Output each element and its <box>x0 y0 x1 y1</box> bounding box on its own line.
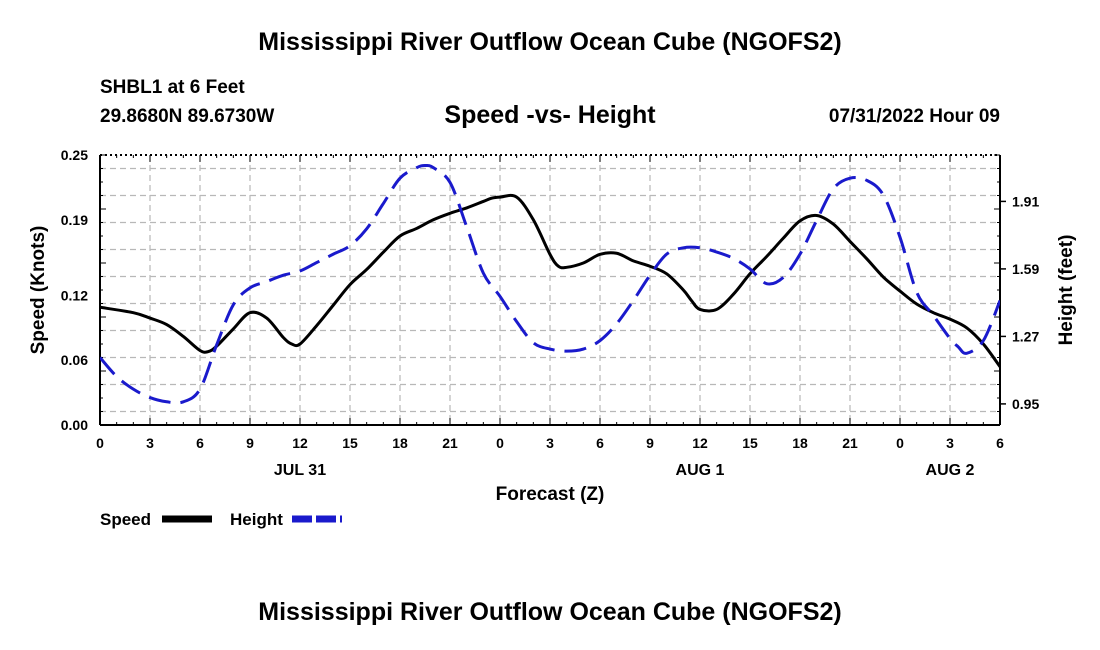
x-tick-label: 0 <box>896 435 904 451</box>
x-day-label: JUL 31 <box>274 462 326 479</box>
series-line-height <box>100 163 1000 405</box>
y2-tick-label: 1.27 <box>1012 328 1039 344</box>
series-line-speed <box>100 193 1000 368</box>
x-day-label: AUG 2 <box>926 462 975 479</box>
chart-subtitle: Speed -vs- Height <box>444 101 656 129</box>
x-tick-label: 3 <box>546 435 554 451</box>
y-tick-label: 0.19 <box>61 212 88 228</box>
x-tick-label: 9 <box>246 435 254 451</box>
x-tick-label: 15 <box>342 435 358 451</box>
x-tick-label: 9 <box>646 435 654 451</box>
x-tick-label: 3 <box>146 435 154 451</box>
x-tick-label: 6 <box>596 435 604 451</box>
y-tick-label: 0.06 <box>61 352 88 368</box>
y-tick-label: 0.25 <box>61 147 88 163</box>
y2-tick-label: 1.91 <box>1012 193 1039 209</box>
y-tick-label: 0.12 <box>61 287 88 303</box>
x-tick-label: 12 <box>692 435 708 451</box>
x-tick-label: 0 <box>496 435 504 451</box>
forecast-datetime: 07/31/2022 Hour 09 <box>828 106 1000 127</box>
legend-label-height: Height <box>230 510 283 529</box>
y2-tick-label: 0.95 <box>1012 396 1039 412</box>
y-tick-label: 0.00 <box>61 417 88 433</box>
y2-tick-label: 1.59 <box>1012 261 1039 277</box>
x-tick-label: 21 <box>442 435 458 451</box>
x-tick-label: 12 <box>292 435 308 451</box>
x-tick-label: 18 <box>792 435 808 451</box>
legend-label-speed: Speed <box>100 510 151 529</box>
x-tick-label: 3 <box>946 435 954 451</box>
x-tick-label: 6 <box>996 435 1004 451</box>
station-label: SHBL1 at 6 Feet <box>100 77 245 98</box>
y2-axis-title: Height (feet) <box>1056 235 1077 346</box>
x-tick-label: 18 <box>392 435 408 451</box>
x-day-label: AUG 1 <box>676 462 725 479</box>
x-axis-title: Forecast (Z) <box>496 484 605 505</box>
x-tick-label: 15 <box>742 435 758 451</box>
coordinates-label: 29.8680N 89.6730W <box>100 106 275 127</box>
x-tick-label: 0 <box>96 435 104 451</box>
y-axis-title: Speed (Knots) <box>28 226 49 355</box>
x-tick-label: 21 <box>842 435 858 451</box>
page-title: Mississippi River Outflow Ocean Cube (NG… <box>258 28 842 56</box>
x-tick-label: 6 <box>196 435 204 451</box>
footer-title: Mississippi River Outflow Ocean Cube (NG… <box>258 598 842 626</box>
